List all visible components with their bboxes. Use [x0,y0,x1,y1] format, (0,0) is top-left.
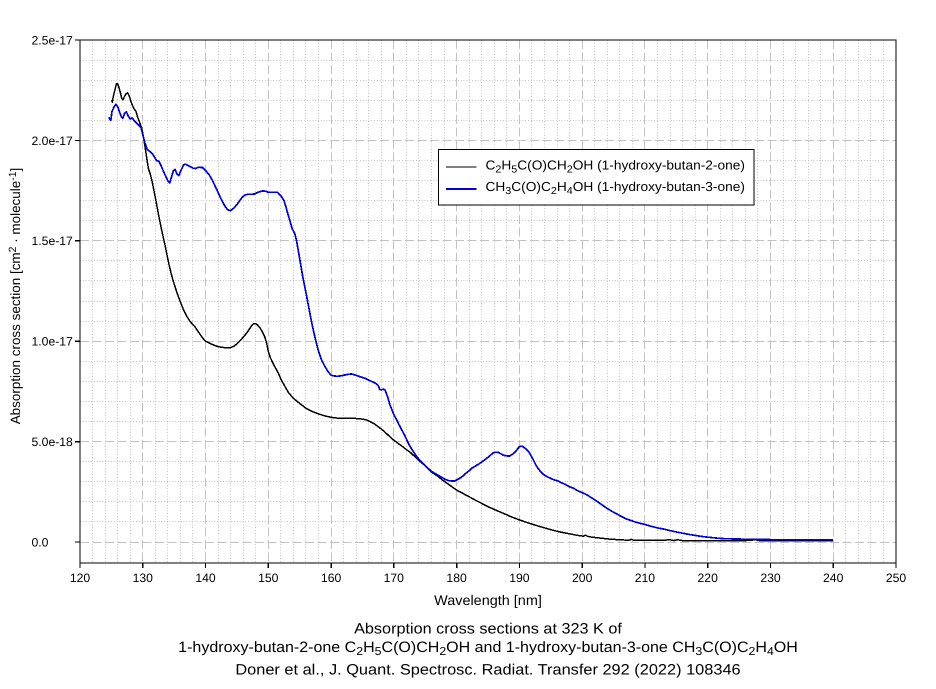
svg-text:1.0e-17: 1.0e-17 [32,335,74,349]
svg-text:230: 230 [760,571,781,585]
svg-text:190: 190 [509,571,530,585]
svg-text:240: 240 [823,571,844,585]
svg-text:5.0e-18: 5.0e-18 [32,435,74,449]
svg-text:250: 250 [886,571,907,585]
svg-text:0.0: 0.0 [32,535,49,549]
svg-text:C2​H5​C(O)CH2​OH (1-hydroxy-b: C2​H5​C(O)CH2​OH (1-hydroxy-butan-2-one) [486,158,745,176]
svg-text:150: 150 [258,571,279,585]
svg-text:Absorption cross section [cm2​: Absorption cross section [cm2​ · molecul… [7,168,23,425]
svg-text:Doner et al., J. Quant. Spectr: Doner et al., J. Quant. Spectrosc. Radia… [235,662,740,679]
svg-text:Absorption cross sections at 3: Absorption cross sections at 323 K of [354,621,623,638]
svg-text:220: 220 [698,571,719,585]
svg-text:2.5e-17: 2.5e-17 [32,33,74,47]
svg-text:200: 200 [572,571,593,585]
svg-text:120: 120 [70,571,91,585]
svg-text:180: 180 [446,571,467,585]
svg-text:140: 140 [195,571,216,585]
svg-text:1.5e-17: 1.5e-17 [32,234,74,248]
svg-text:CH3​C(O)C2​H4​OH (1-hydroxy-b: CH3​C(O)C2​H4​OH (1-hydroxy-butan-3-one) [486,179,745,197]
svg-text:Wavelength [nm]: Wavelength [nm] [434,592,542,608]
svg-text:2.0e-17: 2.0e-17 [32,134,74,148]
svg-text:210: 210 [635,571,656,585]
svg-text:130: 130 [133,571,154,585]
svg-text:160: 160 [321,571,342,585]
svg-text:170: 170 [384,571,405,585]
svg-text:1-hydroxy-butan-2-one C2​H5​C(: 1-hydroxy-butan-2-one C2​H5​C(O)CH2​OH a… [178,639,798,658]
